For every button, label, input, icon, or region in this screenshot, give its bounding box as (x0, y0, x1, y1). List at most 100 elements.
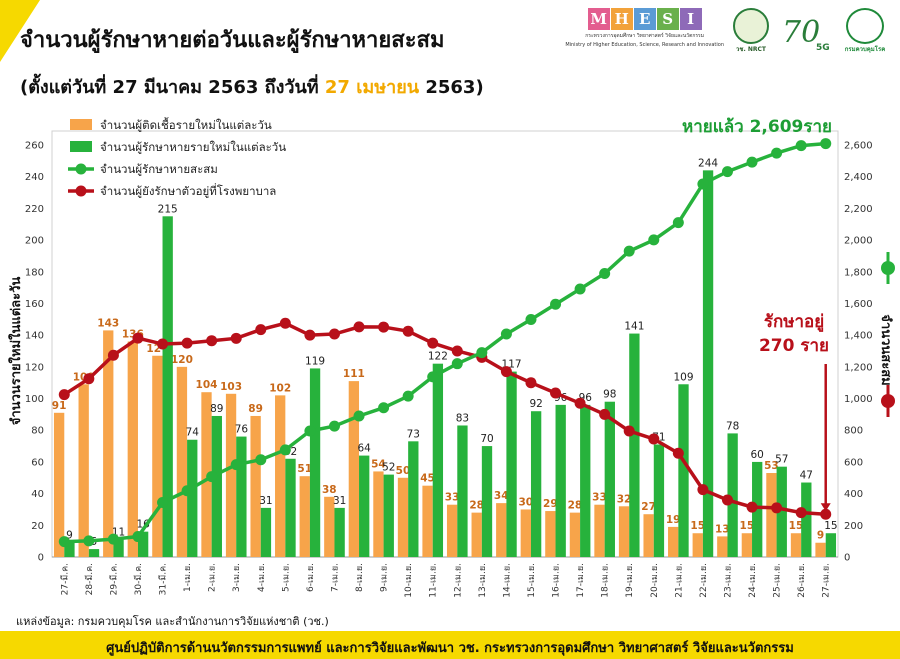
new-recovered-bar (604, 401, 615, 557)
cumulative-recovered-point (304, 425, 316, 437)
new-recovered-bar (162, 216, 173, 558)
new-recovered-label: 89 (210, 403, 223, 415)
new-cases-bar (446, 504, 458, 557)
x-tick-label: 22-เม.ย. (699, 563, 709, 598)
new-recovered-bar (285, 458, 296, 557)
new-cases-bar (741, 533, 753, 557)
new-recovered-label: 31 (259, 495, 272, 507)
cumulative-recovered-point (746, 156, 758, 168)
new-cases-label: 30 (518, 496, 533, 508)
new-cases-bar (152, 355, 163, 557)
x-tick-label: 27-เม.ย. (822, 563, 832, 598)
new-recovered-bar (113, 539, 124, 557)
in-hospital-point (304, 329, 316, 341)
new-recovered-label: 57 (775, 454, 788, 466)
y2-tick-label: 1,000 (844, 394, 873, 405)
cumulative-recovered-point (550, 298, 562, 310)
new-recovered-label: 15 (824, 520, 837, 532)
new-recovered-bar (137, 531, 149, 557)
y2-tick-label: 2,600 (844, 141, 873, 152)
cumulative-recovered-point (206, 471, 218, 483)
ddc-label: กรมควบคุมโรค (844, 46, 886, 53)
subtitle-prefix: (ตั้งแต่วันที่ 27 มีนาคม 2563 ถึงวันที่ (20, 77, 325, 98)
new-recovered-label: 60 (751, 449, 764, 461)
x-tick-label: 27-มี.ค. (59, 563, 70, 595)
new-recovered-label: 215 (158, 203, 178, 215)
in-hospital-point (648, 433, 660, 445)
cumulative-recovered-point (771, 147, 783, 159)
new-cases-bar (496, 503, 507, 557)
x-tick-label: 20-เม.ย. (650, 563, 660, 598)
y2-tick-label: 800 (844, 426, 863, 437)
new-cases-label: 91 (52, 400, 67, 412)
y2-tick-label: 2,200 (844, 204, 873, 215)
new-cases-label: 33 (445, 492, 460, 504)
new-recovered-bar (752, 461, 763, 557)
cumulative-recovered-point (230, 459, 242, 471)
x-tick-label: 24-เม.ย. (748, 563, 758, 598)
new-recovered-bar (408, 441, 419, 557)
new-cases-label: 19 (666, 514, 681, 526)
new-recovered-label: 64 (358, 443, 372, 455)
new-recovered-bar (727, 433, 738, 557)
new-recovered-label: 92 (529, 398, 542, 410)
y2-tick-label: 2,400 (844, 172, 873, 183)
x-tick-label: 4-เม.ย. (257, 563, 267, 592)
new-recovered-bar (334, 507, 345, 557)
x-tick-label: 7-เม.ย. (330, 563, 340, 592)
new-cases-bar (790, 533, 802, 557)
new-cases-label: 111 (343, 368, 365, 380)
new-cases-bar (324, 496, 335, 557)
new-recovered-bar (309, 368, 321, 557)
in-hospital-point (132, 332, 144, 344)
y-tick-label: 100 (25, 394, 44, 405)
x-tick-label: 17-เม.ย. (576, 563, 586, 598)
new-cases-label: 54 (371, 458, 386, 470)
new-recovered-bar (825, 533, 837, 557)
x-tick-label: 10-เม.ย. (404, 563, 414, 598)
legend-label: จำนวนผู้ยังรักษาตัวอยู่ที่โรงพยาบาล (100, 183, 276, 198)
legend-marker (75, 163, 87, 175)
cumulative-recovered-point (83, 535, 95, 547)
cumulative-recovered-point (721, 166, 733, 178)
cumulative-recovered-point (795, 140, 807, 152)
x-tick-label: 13-เม.ย. (478, 563, 488, 598)
new-cases-bar (618, 506, 630, 557)
nrct-seal-icon (733, 8, 769, 44)
new-cases-label: 50 (396, 465, 411, 477)
in-hospital-point (353, 321, 365, 333)
new-recovered-label: 47 (800, 470, 813, 482)
new-recovered-label: 31 (333, 495, 346, 507)
cumulative-recovered-point (58, 536, 70, 548)
ddc-emblem-icon (846, 8, 884, 44)
legend-label: จำนวนผู้รักษาหายรายใหม่ในแต่ละวัน (100, 140, 286, 154)
new-cases-bar (53, 412, 65, 557)
y-axis-label: จำนวนรายใหม่ในแต่ละวัน (7, 277, 24, 426)
new-cases-bar (373, 471, 384, 557)
new-recovered-label: 78 (726, 420, 739, 432)
new-recovered-bar (776, 466, 787, 557)
y-tick-label: 220 (25, 204, 44, 215)
new-cases-bar (397, 477, 409, 557)
y2-tick-label: 1,400 (844, 331, 873, 342)
new-recovered-label: 119 (305, 355, 325, 367)
in-hospital-point (427, 337, 439, 349)
new-recovered-label: 122 (428, 351, 448, 363)
new-cases-bar (275, 395, 286, 557)
in-hospital-point (206, 335, 218, 347)
cumulative-recovered-point (279, 444, 291, 456)
logo-70-text: 70 (782, 15, 820, 50)
in-hospital-point (771, 502, 783, 514)
new-cases-label: 15 (690, 520, 705, 532)
y2-tick-label: 400 (844, 489, 863, 500)
new-cases-label: 104 (196, 379, 218, 391)
mhesi-letter: H (610, 8, 633, 30)
new-cases-bar (668, 526, 679, 557)
y-tick-label: 200 (25, 236, 44, 247)
new-cases-bar (643, 514, 654, 557)
y-tick-label: 0 (38, 553, 44, 564)
new-cases-bar (717, 536, 728, 557)
nrct-logo: วช. NRCT (732, 8, 770, 54)
cumulative-recovered-point (107, 533, 119, 545)
new-cases-label: 34 (494, 490, 509, 502)
